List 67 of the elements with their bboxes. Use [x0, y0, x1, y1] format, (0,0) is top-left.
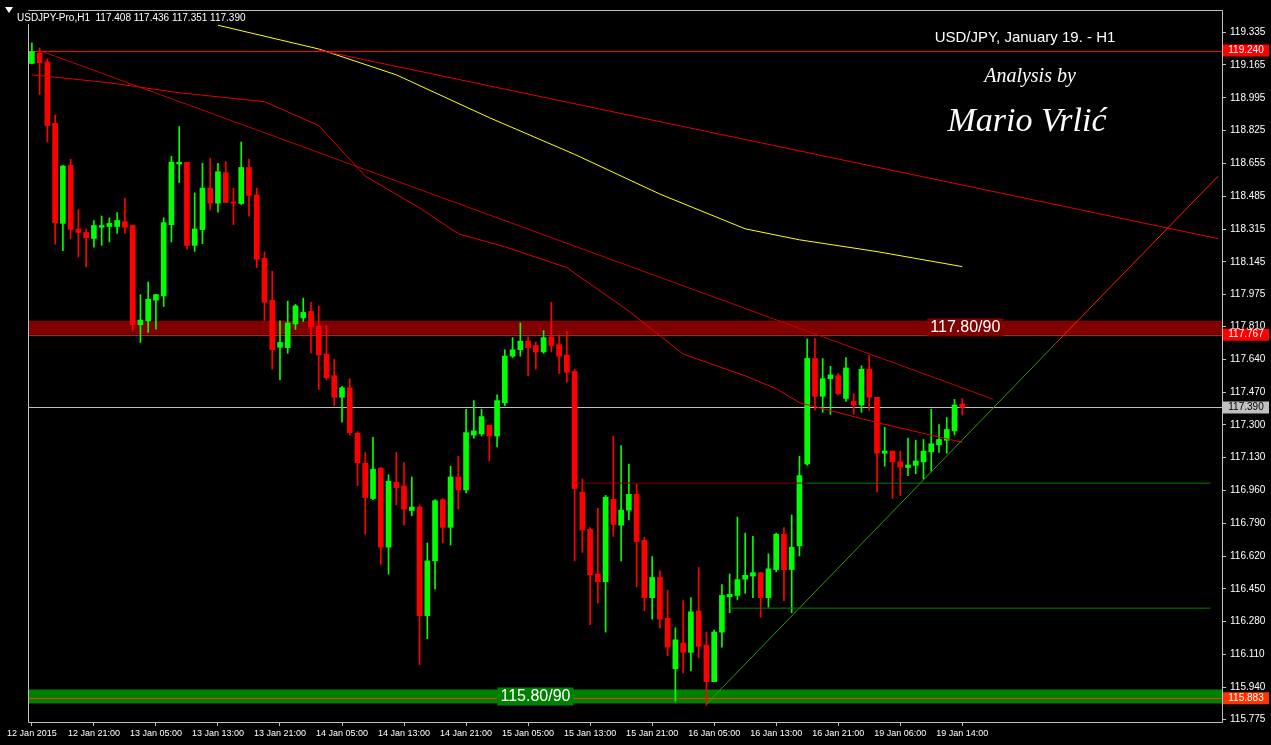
candlestick: [912, 439, 919, 475]
y-tick-label: 118.485: [1230, 189, 1266, 201]
candlestick: [897, 450, 904, 496]
x-tick-label: 16 Jan 21:00: [812, 727, 865, 738]
candlestick: [153, 294, 159, 330]
y-tick-label: 116.110: [1230, 648, 1266, 660]
y-tick-label: 118.145: [1230, 255, 1266, 267]
x-tick-label: 12 Jan 2015: [7, 727, 57, 738]
text: USD/JPY, January 19. - H1: [934, 28, 1116, 46]
x-tick-label: 19 Jan 14:00: [936, 727, 989, 738]
x-tick-label: 13 Jan 05:00: [129, 727, 182, 738]
candlestick: [595, 508, 601, 604]
x-tick-label: 16 Jan 13:00: [750, 727, 803, 738]
candlestick: [393, 452, 400, 506]
y-tick-label: 115.775: [1230, 712, 1266, 724]
x-tick-label: 15 Jan 21:00: [626, 727, 679, 738]
x-tick-label: 16 Jan 05:00: [688, 727, 741, 738]
y-tick-label: 119.165: [1230, 58, 1266, 70]
y-tick-label: 117.975: [1230, 288, 1266, 300]
y-tick-label: 116.280: [1230, 615, 1266, 627]
x-tick-label: 14 Jan 13:00: [378, 727, 431, 738]
candlestick: [277, 320, 283, 381]
candlestick: [742, 532, 749, 594]
ref-line-label: 117.390: [1228, 401, 1265, 413]
annotation: Analysis by: [982, 64, 1076, 88]
y-tick-label: 116.450: [1230, 582, 1266, 594]
y-tick-label: 116.620: [1230, 549, 1266, 561]
candlestick: [850, 393, 857, 415]
annotation: Mario Vrlić: [946, 100, 1109, 138]
band-label: 117.80/90: [930, 317, 1001, 335]
candlestick: [905, 437, 911, 476]
y-tick-label: 119.335: [1230, 25, 1266, 37]
ref-line-label: 115.883: [1228, 692, 1265, 704]
y-tick-label: 117.130: [1230, 451, 1266, 463]
candlestick: [788, 514, 795, 614]
y-tick-label: 118.315: [1230, 222, 1266, 234]
x-tick-label: 13 Jan 21:00: [253, 727, 306, 738]
annotation: USDJPY-Pro,H1 117.408 117.436 117.351 117.390: [17, 11, 246, 23]
y-tick-label: 116.960: [1230, 484, 1266, 496]
band-label: 115.80/90: [500, 686, 571, 704]
y-tick-label: 115.940: [1230, 681, 1266, 693]
y-tick-label: 117.640: [1230, 353, 1266, 364]
x-tick-label: 14 Jan 21:00: [440, 727, 493, 738]
candlestick: [881, 427, 888, 467]
candlestick: [928, 408, 935, 472]
x-tick-label: 19 Jan 06:00: [874, 727, 927, 738]
x-tick-label: 12 Jan 21:00: [67, 727, 120, 738]
candlestick: [750, 536, 756, 599]
x-tick-label: 15 Jan 05:00: [502, 727, 555, 738]
x-tick-label: 14 Jan 05:00: [315, 727, 369, 738]
x-tick-label: 13 Jan 13:00: [191, 727, 244, 738]
y-tick-label: 118.825: [1230, 124, 1266, 136]
candlestick: [680, 600, 686, 674]
candlestick: [83, 228, 89, 268]
y-tick-label: 118.655: [1230, 157, 1266, 169]
y-tick-label: 116.790: [1230, 517, 1266, 529]
candlestick: [618, 445, 624, 562]
candlestick: [122, 197, 128, 234]
candlestick: [455, 455, 462, 510]
candlestick: [959, 398, 966, 416]
y-tick-label: 118.995: [1230, 91, 1266, 103]
y-tick-label: 117.300: [1230, 418, 1266, 430]
x-tick-label: 15 Jan 13:00: [564, 727, 617, 738]
candlestick: [300, 297, 307, 322]
ref-line-label: 119.240: [1228, 44, 1265, 56]
candlestick: [408, 476, 415, 517]
y-tick-label: 117.470: [1230, 385, 1266, 397]
